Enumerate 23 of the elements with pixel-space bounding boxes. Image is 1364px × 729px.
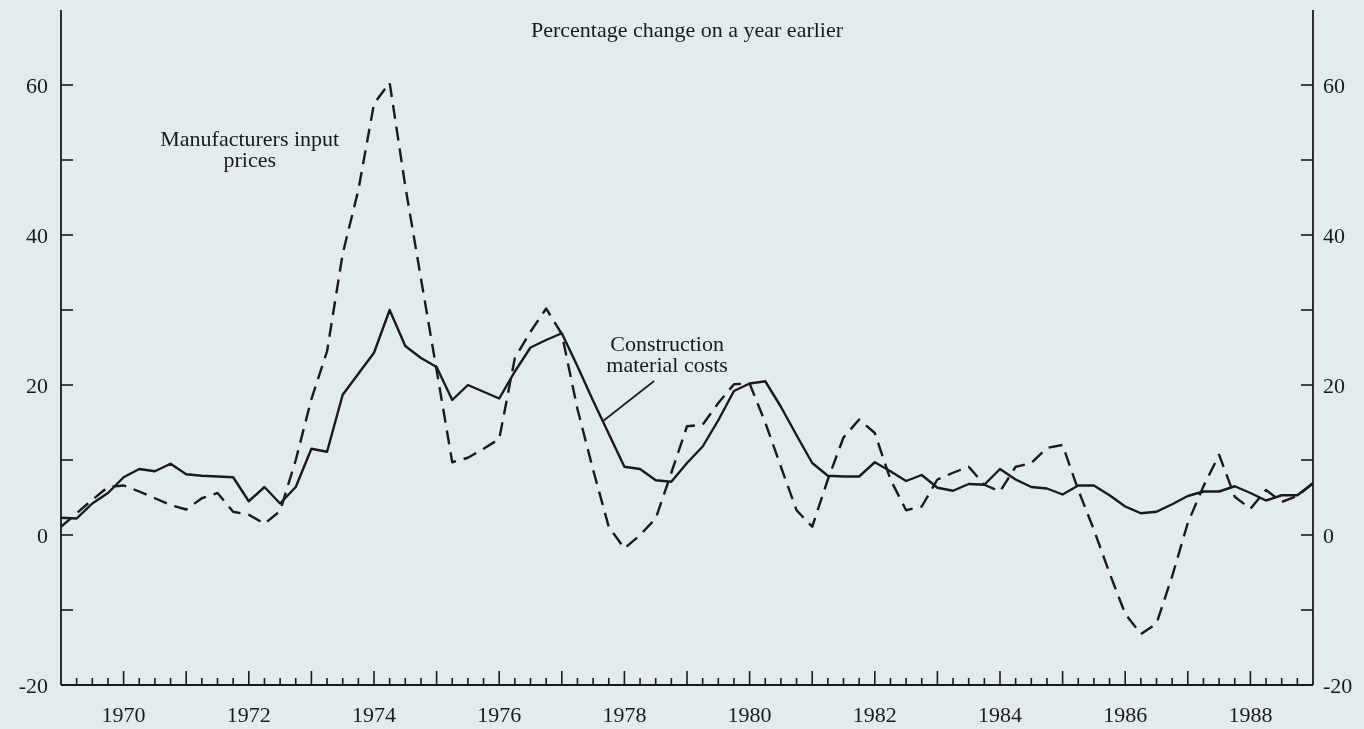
y-tick-label: 60 bbox=[26, 72, 48, 98]
x-tick-label: 1980 bbox=[727, 702, 772, 727]
x-tick-label: 1976 bbox=[477, 702, 522, 727]
x-tick-label: 1978 bbox=[602, 702, 647, 727]
x-tick-label: 1974 bbox=[352, 702, 396, 727]
y2-tick-label: 40 bbox=[1323, 222, 1345, 248]
y2-tick-label: 20 bbox=[1323, 372, 1345, 398]
x-tick-label: 1984 bbox=[978, 702, 1022, 727]
y-tick-label: 0 bbox=[37, 522, 48, 548]
x-tick-label: 1988 bbox=[1228, 702, 1273, 727]
annotation: Manufacturers input prices bbox=[160, 125, 340, 172]
y-tick-label: -20 bbox=[18, 672, 48, 698]
y-tick-label: 40 bbox=[26, 222, 48, 248]
x-tick-label: 1972 bbox=[226, 702, 271, 727]
y2-tick-label: 0 bbox=[1323, 522, 1334, 548]
y2-tick-label: -20 bbox=[1323, 672, 1353, 698]
x-tick-label: 1982 bbox=[852, 702, 897, 727]
y2-tick-label: 60 bbox=[1323, 72, 1345, 98]
chart-title: Percentage change on a year earlier bbox=[529, 17, 845, 42]
x-tick-label: 1986 bbox=[1103, 702, 1148, 727]
annotation: Construction material costs bbox=[606, 331, 728, 377]
x-tick-label: 1970 bbox=[101, 702, 146, 727]
y-tick-label: 20 bbox=[26, 372, 48, 398]
